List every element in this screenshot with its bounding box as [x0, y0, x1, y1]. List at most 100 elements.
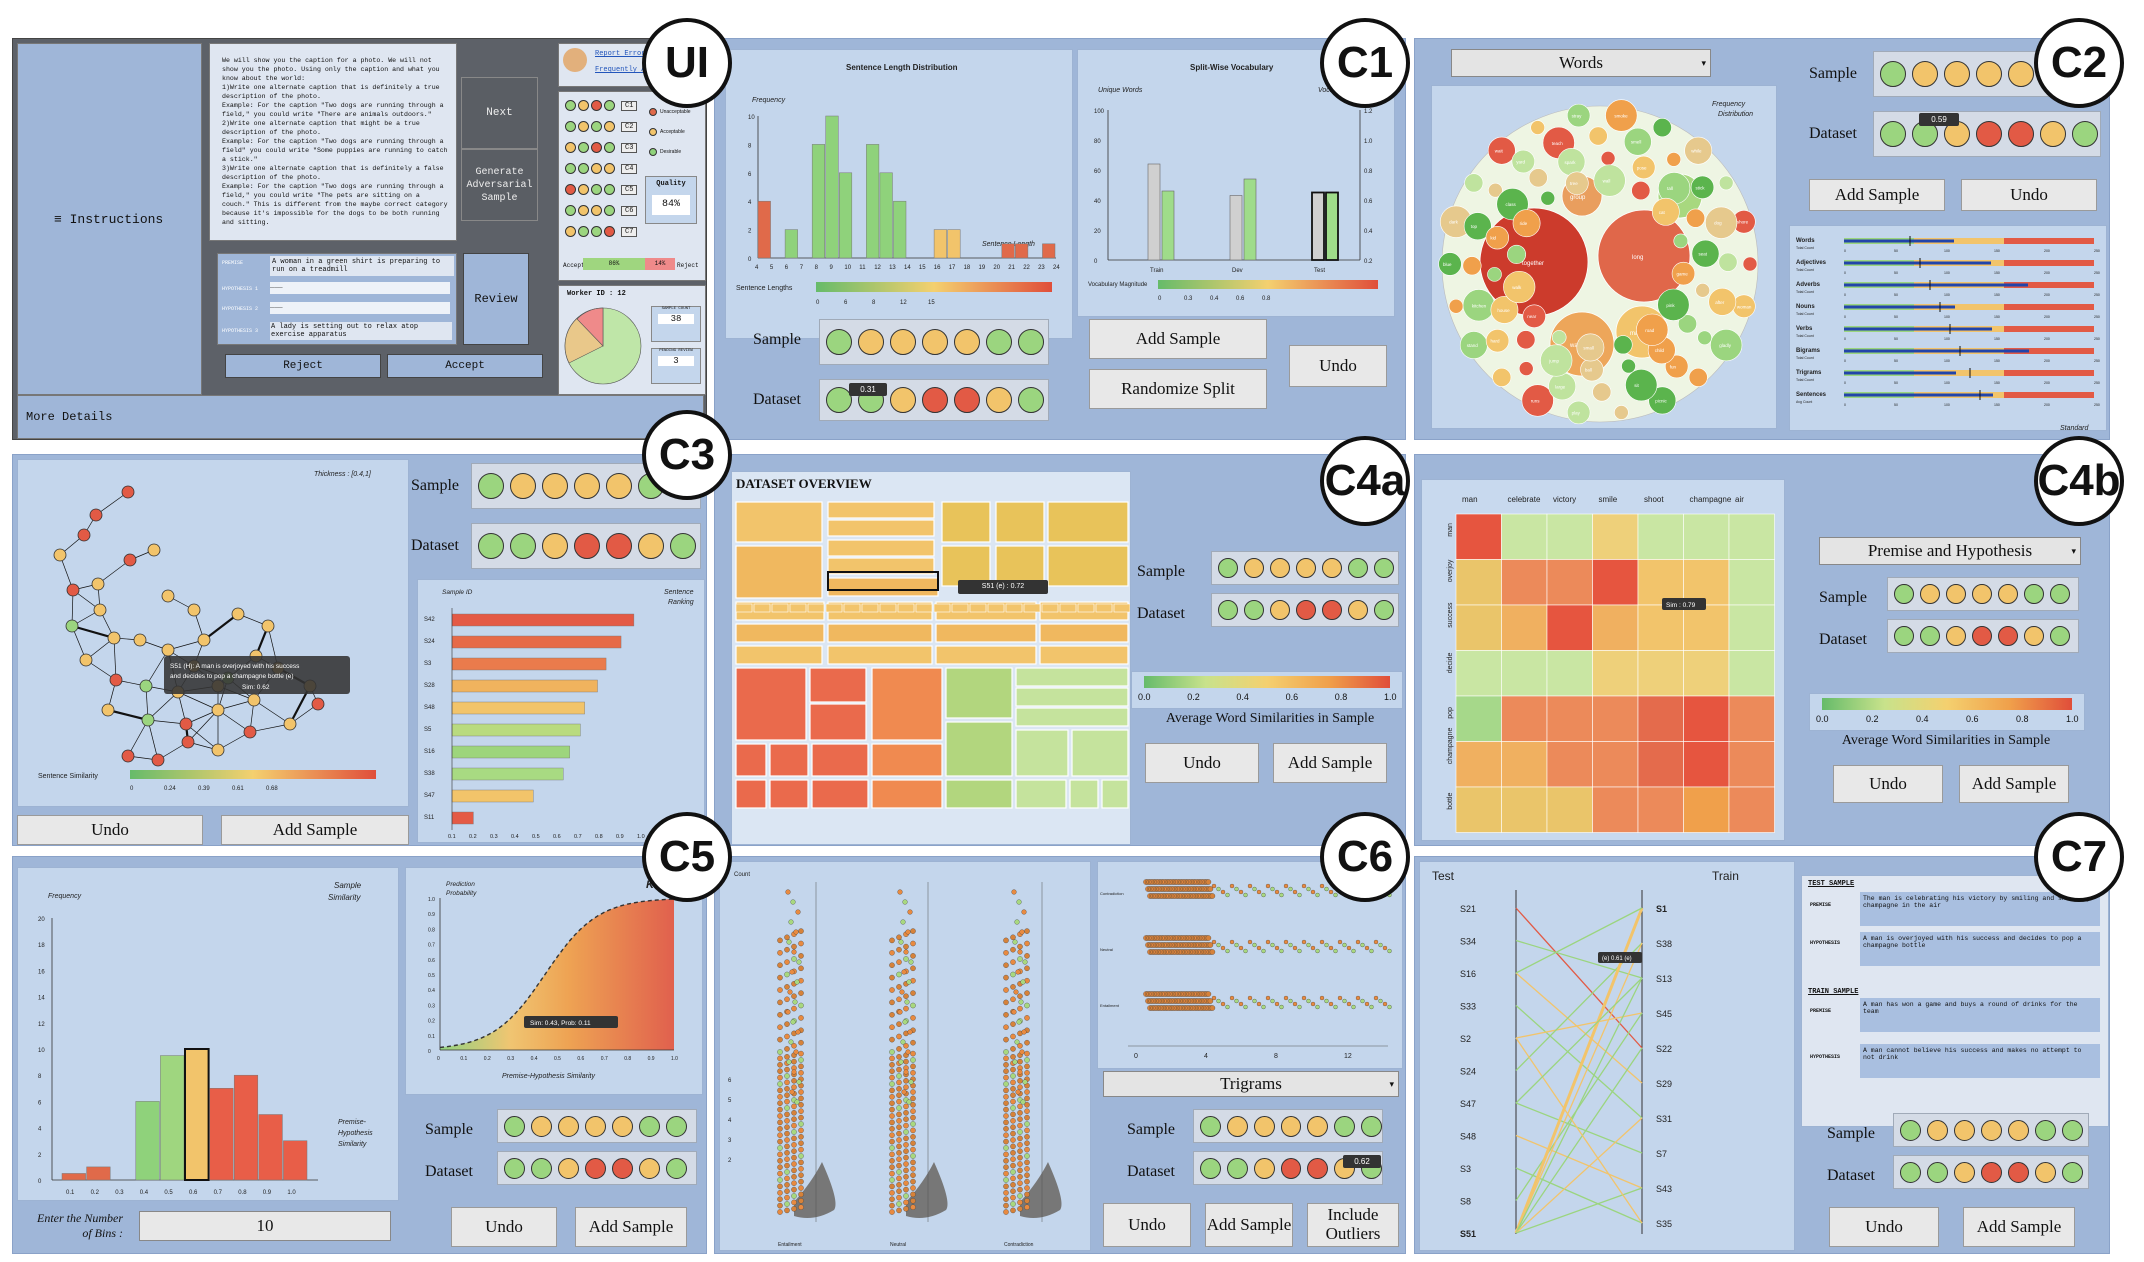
accept-button[interactable]: Accept — [387, 354, 543, 378]
word-bubble-label: near — [1527, 314, 1537, 319]
heatmap-cell — [1728, 695, 1775, 742]
rank-x-tick: 0.7 — [574, 834, 582, 840]
more-details-label[interactable]: More Details — [26, 410, 113, 424]
c4b-dropdown[interactable]: Premise and Hypothesis ▾ — [1819, 537, 2081, 565]
heatmap-col-label: champagne — [1690, 495, 1732, 504]
c2-add-sample-button[interactable]: Add Sample — [1809, 179, 1945, 211]
strip-outlier — [1252, 886, 1257, 892]
dataset-overview-title: DATASET OVERVIEW — [736, 476, 872, 491]
violin-y-tick: 2 — [728, 1158, 732, 1164]
metric-sub-label: Total Count — [1796, 378, 1814, 382]
c7-undo-button[interactable]: Undo — [1829, 1207, 1939, 1247]
sentence-length-bar — [879, 172, 893, 259]
c5-undo-button[interactable]: Undo — [451, 1207, 557, 1247]
strip-outlier — [1378, 998, 1383, 1004]
outlier-point — [906, 1099, 912, 1105]
data-point — [903, 1043, 909, 1049]
outlier-point — [1022, 1079, 1028, 1085]
instructions-sidebar[interactable]: ≡ Instructions — [17, 43, 202, 395]
premise-label: PREMISE — [222, 260, 244, 266]
generate-adversarial-button[interactable]: Generate Adversarial Sample — [461, 149, 538, 221]
criterion-indicator — [478, 533, 504, 559]
data-point — [889, 987, 895, 993]
c3-sample-label: Sample — [411, 477, 459, 494]
ranking-bar — [451, 657, 607, 671]
c4b-undo-button[interactable]: Undo — [1833, 765, 1943, 803]
include-outliers-button[interactable]: Include Outliers — [1307, 1203, 1399, 1247]
instructions-button[interactable]: ≡ Instructions — [54, 212, 164, 227]
worker-pie-chart — [564, 307, 642, 385]
graph-node — [311, 697, 325, 711]
criterion-indicator — [574, 473, 600, 499]
sample-detail-card: TEST SAMPLE PREMISE The man is celebrati… — [1801, 875, 2109, 1127]
hypothesis2-input[interactable]: ___ — [270, 302, 450, 314]
criteria-row: C1 — [565, 100, 638, 111]
c6-add-sample-button[interactable]: Add Sample — [1205, 1203, 1293, 1247]
train-id-tick: S45 — [1656, 1009, 1672, 1019]
next-button[interactable]: Next — [461, 77, 538, 149]
c4a-add-sample-button[interactable]: Add Sample — [1273, 743, 1387, 783]
quality-value: 84% — [652, 195, 690, 215]
c5-xlabel3: Similarity — [338, 1141, 367, 1148]
bins-input[interactable]: 10 — [139, 1211, 391, 1241]
data-point — [784, 971, 790, 978]
data-point — [896, 1098, 902, 1105]
c1-add-sample-button[interactable]: Add Sample — [1089, 319, 1267, 359]
c3-add-sample-button[interactable]: Add Sample — [221, 815, 409, 845]
treemap-cell — [735, 545, 823, 599]
hypothesis1-input[interactable]: ___ — [270, 282, 450, 294]
word-bubble-label: child — [1655, 348, 1665, 353]
c7-add-sample-button[interactable]: Add Sample — [1963, 1207, 2075, 1247]
c3-undo-button[interactable]: Undo — [17, 815, 203, 845]
graph-node — [261, 619, 275, 633]
rank-x-tick: 0.3 — [490, 834, 498, 840]
data-point — [1024, 1114, 1030, 1121]
data-point — [1017, 1129, 1023, 1135]
heatmap-row-label: man — [1447, 523, 1454, 537]
criterion-indicator — [1944, 61, 1970, 87]
strip-point — [1209, 1005, 1216, 1011]
accept-percent: 86% — [583, 258, 645, 270]
criterion-indicator — [2024, 584, 2044, 604]
data-point — [1024, 1015, 1030, 1021]
word-bubble — [1566, 103, 1591, 128]
c6-undo-button[interactable]: Undo — [1103, 1203, 1191, 1247]
criterion-indicator — [1334, 1115, 1356, 1137]
outlier-point — [789, 1089, 795, 1095]
more-details-bar[interactable]: More Details — [17, 395, 704, 439]
metric-tick: 50 — [1894, 293, 1898, 297]
c1-undo-button[interactable]: Undo — [1289, 345, 1387, 387]
test-train-link — [1515, 907, 1643, 1049]
report-error-link[interactable]: Report Error — [595, 50, 646, 58]
reject-button[interactable]: Reject — [225, 354, 381, 378]
review-button[interactable]: Review — [463, 253, 529, 345]
violin-y-tick: 3 — [728, 1138, 732, 1144]
c4a-undo-button[interactable]: Undo — [1145, 743, 1259, 783]
strip-outlier — [1288, 942, 1293, 948]
data-point — [910, 1185, 916, 1191]
data-point — [777, 1119, 783, 1126]
strip-outlier — [1297, 1004, 1302, 1010]
c2-undo-button[interactable]: Undo — [1961, 179, 2097, 211]
outlier-point — [789, 969, 795, 975]
strip-tick: 8 — [1274, 1053, 1278, 1060]
outlier-point — [1014, 1039, 1020, 1045]
data-point — [1010, 1124, 1016, 1130]
c2-dropdown[interactable]: Words ▾ — [1451, 49, 1711, 77]
word-bubble-label: dog — [1714, 221, 1722, 226]
heatmap-cell — [1728, 513, 1775, 560]
x-tick-label: 22 — [1023, 265, 1030, 271]
hypothesis3-input[interactable]: A lady is setting out to relax atop exer… — [270, 322, 452, 340]
strip-outlier — [1333, 948, 1338, 954]
c4b-add-sample-button[interactable]: Add Sample — [1959, 765, 2069, 803]
data-point — [1017, 1110, 1023, 1116]
randomize-split-button[interactable]: Randomize Split — [1089, 369, 1267, 409]
heatmap-cell — [1501, 513, 1548, 560]
c6-dropdown[interactable]: Trigrams ▾ — [1103, 1071, 1399, 1097]
faq-link[interactable]: Frequently Asked — [595, 66, 663, 74]
c5-add-sample-button[interactable]: Add Sample — [575, 1207, 687, 1247]
data-point — [798, 1153, 804, 1159]
sentence-ranking-chart: Sample ID Sentence Ranking S42 S24 S3 S28 S48 S5… — [417, 579, 705, 843]
ranking-bar — [451, 701, 585, 715]
graph-node — [89, 508, 103, 522]
